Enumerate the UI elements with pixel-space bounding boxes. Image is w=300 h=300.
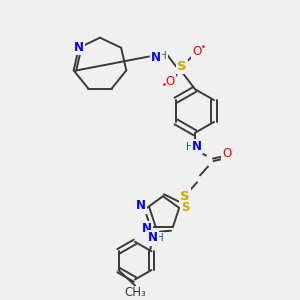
Text: N: N — [192, 140, 202, 153]
Text: S: S — [180, 190, 190, 203]
Text: O: O — [165, 75, 175, 88]
Text: N: N — [151, 51, 161, 64]
Text: N: N — [148, 231, 158, 244]
Text: H: H — [186, 142, 194, 152]
Text: N: N — [74, 41, 84, 54]
Text: S: S — [177, 60, 187, 73]
Text: H: H — [159, 50, 167, 61]
Text: •: • — [162, 81, 167, 90]
Text: O: O — [192, 45, 202, 58]
Text: O: O — [222, 147, 232, 160]
Text: N: N — [142, 222, 152, 235]
Text: H: H — [156, 233, 164, 243]
Text: S: S — [181, 201, 189, 214]
Text: N: N — [136, 200, 146, 212]
Text: CH₃: CH₃ — [124, 286, 146, 299]
Text: •: • — [201, 43, 206, 52]
